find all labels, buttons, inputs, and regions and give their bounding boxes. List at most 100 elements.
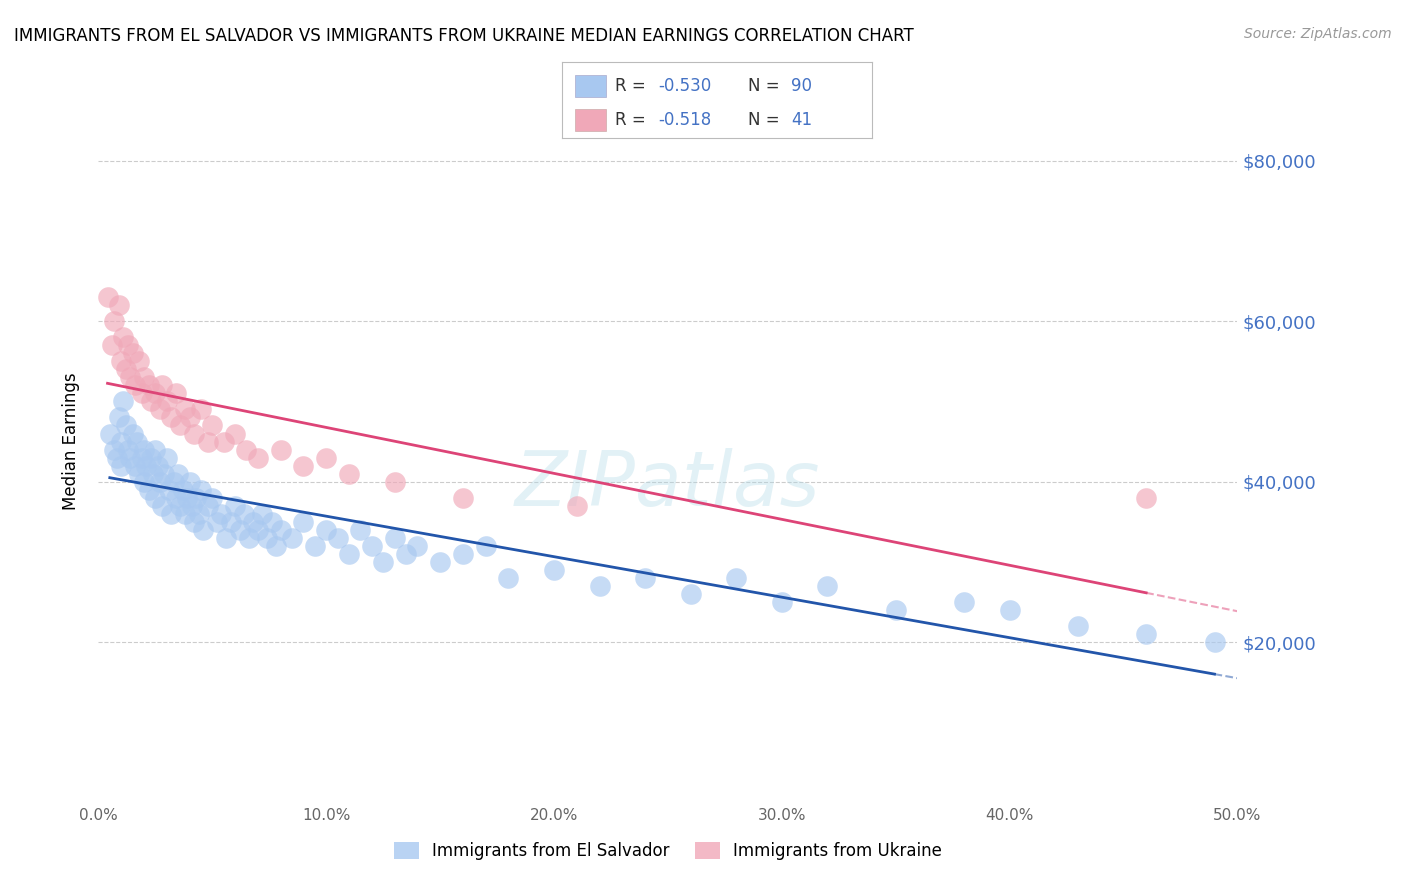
Point <box>197 434 219 449</box>
Point <box>884 603 907 617</box>
Text: ZIPatlas: ZIPatlas <box>515 448 821 522</box>
Point <box>145 442 167 457</box>
Text: N =: N = <box>748 77 785 95</box>
Point <box>110 434 132 449</box>
Point <box>183 515 205 529</box>
Point <box>165 386 187 401</box>
Point <box>498 571 520 585</box>
Point <box>193 523 215 537</box>
Point <box>120 450 142 465</box>
FancyBboxPatch shape <box>575 110 606 130</box>
Point <box>114 362 136 376</box>
Point <box>153 467 176 481</box>
Point <box>264 539 287 553</box>
Point <box>139 450 162 465</box>
Point <box>121 426 143 441</box>
Point <box>588 579 610 593</box>
Point <box>145 491 167 505</box>
Point <box>138 483 160 497</box>
Point <box>292 515 315 529</box>
Text: -0.530: -0.530 <box>658 77 711 95</box>
Point <box>815 579 838 593</box>
Point <box>349 523 371 537</box>
Point <box>160 410 183 425</box>
Point <box>371 555 394 569</box>
Point <box>179 475 201 489</box>
Point <box>201 491 224 505</box>
Point <box>128 467 150 481</box>
Point <box>953 595 976 609</box>
Point <box>219 515 242 529</box>
Point <box>679 587 702 601</box>
Point <box>326 531 349 545</box>
FancyBboxPatch shape <box>575 75 606 96</box>
Point <box>233 507 256 521</box>
Point <box>187 507 209 521</box>
Point <box>1135 491 1157 505</box>
Point <box>131 450 153 465</box>
Point <box>725 571 748 585</box>
Point <box>451 547 474 561</box>
Text: R =: R = <box>614 112 651 129</box>
Point <box>110 354 132 368</box>
Legend: Immigrants from El Salvador, Immigrants from Ukraine: Immigrants from El Salvador, Immigrants … <box>387 835 949 867</box>
Point <box>132 442 155 457</box>
Point <box>224 499 246 513</box>
Point <box>246 450 269 465</box>
Point <box>142 467 165 481</box>
Point <box>1135 627 1157 641</box>
Point <box>565 499 588 513</box>
Text: -0.518: -0.518 <box>658 112 711 129</box>
Point <box>117 442 139 457</box>
Text: Source: ZipAtlas.com: Source: ZipAtlas.com <box>1244 27 1392 41</box>
Point <box>429 555 451 569</box>
Point <box>156 394 179 409</box>
Point <box>150 499 173 513</box>
Point <box>260 515 283 529</box>
Text: R =: R = <box>614 77 651 95</box>
Point <box>406 539 429 553</box>
Point <box>169 418 191 433</box>
Point <box>998 603 1021 617</box>
Point <box>228 523 250 537</box>
Point <box>183 426 205 441</box>
Point <box>150 378 173 392</box>
Point <box>156 450 179 465</box>
Point <box>174 402 197 417</box>
Point <box>108 298 131 312</box>
Point <box>167 467 190 481</box>
Point <box>174 507 197 521</box>
Point <box>127 434 149 449</box>
Point <box>128 354 150 368</box>
Point <box>120 370 142 384</box>
Point <box>172 483 194 497</box>
Point <box>169 499 191 513</box>
Point <box>270 442 292 457</box>
Point <box>121 346 143 360</box>
Point <box>209 507 232 521</box>
Point <box>180 499 202 513</box>
Point <box>157 483 180 497</box>
Point <box>395 547 418 561</box>
Point <box>256 531 278 545</box>
Point <box>186 491 208 505</box>
Point <box>98 426 121 441</box>
Point <box>190 402 212 417</box>
Text: N =: N = <box>748 112 785 129</box>
Point <box>197 499 219 513</box>
Point <box>212 434 235 449</box>
Point <box>145 386 167 401</box>
Text: 41: 41 <box>792 112 813 129</box>
Point <box>543 563 565 577</box>
Point <box>384 475 406 489</box>
Point <box>190 483 212 497</box>
Point <box>176 491 198 505</box>
Point <box>162 475 184 489</box>
Point <box>235 442 257 457</box>
Point <box>281 531 304 545</box>
Point <box>96 290 118 304</box>
Point <box>165 491 187 505</box>
Point <box>384 531 406 545</box>
Point <box>124 378 146 392</box>
Point <box>315 523 337 537</box>
